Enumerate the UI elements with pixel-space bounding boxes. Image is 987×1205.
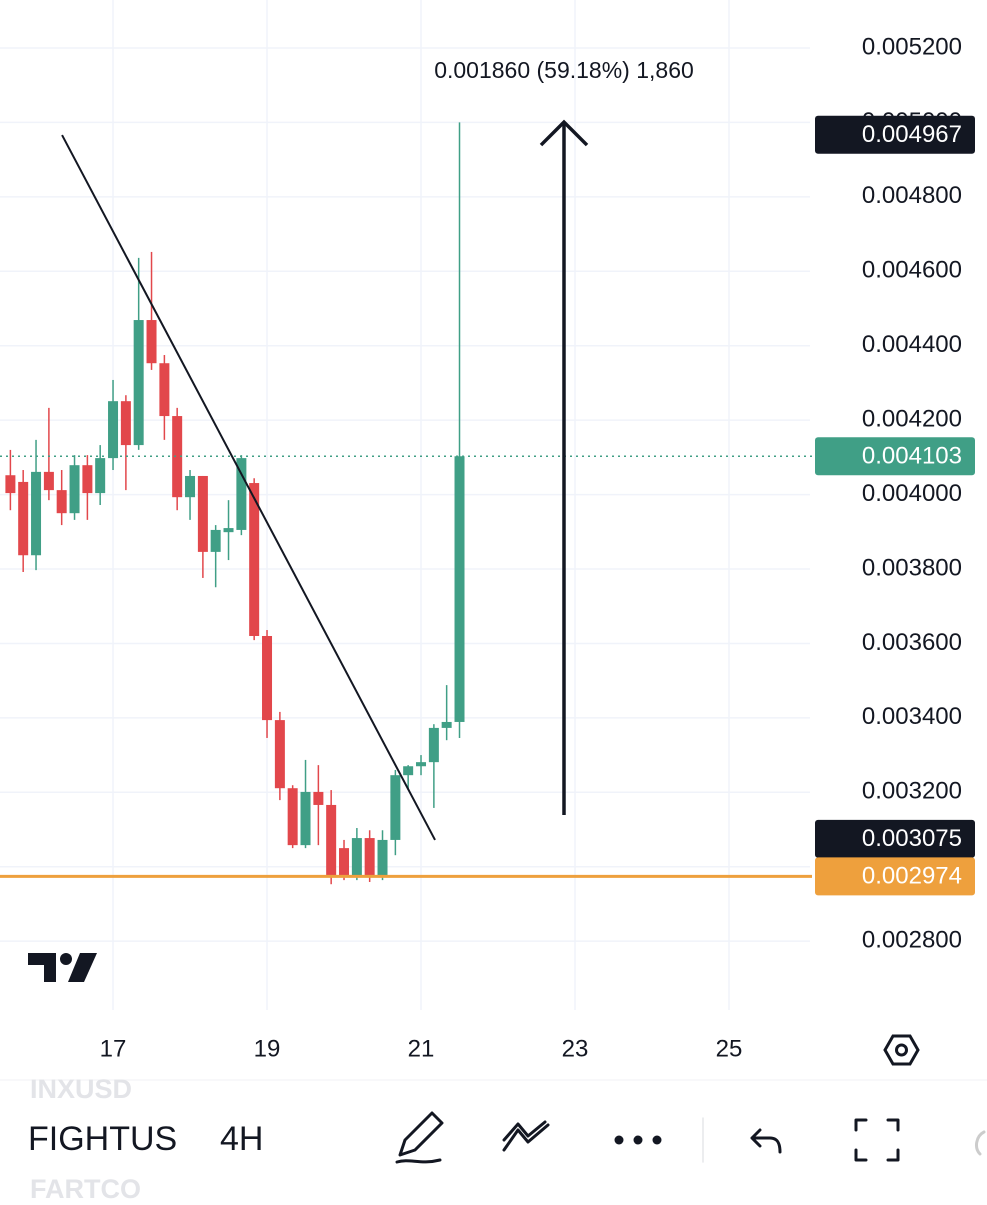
candle-body [377, 839, 388, 878]
y-tick-label: 0.004200 [862, 405, 962, 432]
candle-body [416, 762, 427, 767]
x-tick-label: 25 [716, 1035, 743, 1062]
logo-mark [28, 953, 56, 982]
candle-body [82, 465, 93, 494]
measure-label: 0.001860 (59.18%) 1,860 [434, 57, 694, 83]
candle-body [69, 465, 80, 514]
candle-body [454, 456, 465, 722]
more-button[interactable] [614, 1135, 662, 1145]
candle-body [390, 775, 401, 840]
y-tick-label: 0.003600 [862, 629, 962, 656]
symbol-list[interactable]: INXUSD FIGHTUS FARTCO [28, 1074, 177, 1200]
price-badge-label: 0.004967 [862, 121, 962, 148]
logo [28, 953, 97, 982]
candle-body [326, 804, 337, 878]
x-tick-label: 21 [408, 1035, 435, 1062]
y-tick-label: 0.004000 [862, 480, 962, 507]
y-tick-label: 0.004600 [862, 257, 962, 284]
candle-body [56, 490, 67, 514]
settings-center [895, 1043, 908, 1057]
candle-body [133, 320, 144, 446]
price-badge-label: 0.004103 [862, 443, 962, 470]
undo-button[interactable] [750, 1128, 782, 1154]
x-tick-label: 17 [100, 1035, 127, 1062]
price-badge-label: 0.003075 [862, 825, 962, 852]
measure-arrowhead [539, 119, 589, 147]
symbol-next: FARTCO [30, 1174, 141, 1200]
candle-body [5, 475, 16, 494]
y-tick-label: 0.004800 [862, 182, 962, 209]
axis: 0.0052000.0050000.0048000.0046000.004400… [100, 33, 975, 1062]
settings-button[interactable] [883, 1034, 920, 1066]
candle-body [223, 528, 234, 533]
y-tick-label: 0.002800 [862, 926, 962, 953]
more-cut-button[interactable] [975, 1130, 986, 1156]
candle-body [159, 363, 170, 417]
logo-slash [68, 953, 97, 982]
candle-body [287, 788, 298, 846]
dot [633, 1135, 643, 1145]
settings-hex [883, 1034, 920, 1066]
symbol-current: FIGHTUS [28, 1120, 177, 1158]
price-badge [815, 115, 975, 154]
dot [652, 1135, 662, 1145]
logo-dot [60, 953, 72, 965]
candle-body [351, 838, 362, 878]
price-badge [815, 857, 975, 896]
price-badge [815, 819, 975, 858]
y-tick-label: 0.005200 [862, 33, 962, 60]
candle-body [18, 481, 29, 556]
dot [614, 1135, 624, 1145]
candle-body [43, 471, 54, 491]
y-tick-label: 0.003200 [862, 778, 962, 805]
price-badge-label: 0.002974 [862, 863, 962, 890]
interval[interactable]: 4H [220, 1120, 263, 1158]
candle-body [185, 475, 196, 498]
candle-body [364, 838, 375, 878]
trendline [61, 134, 436, 841]
x-tick-label: 19 [254, 1035, 281, 1062]
candle-body [120, 401, 131, 446]
candle-body [236, 458, 247, 530]
candle-body [403, 766, 414, 776]
candle-body [300, 791, 311, 846]
candle-body [197, 475, 208, 552]
line-tool-button[interactable] [502, 1120, 550, 1152]
y-tick-label: 0.004400 [862, 331, 962, 358]
candle-body [313, 791, 324, 805]
x-tick-label: 23 [562, 1035, 589, 1062]
candle-body [95, 458, 106, 494]
candle-body [31, 471, 42, 556]
candle-body [339, 848, 350, 878]
candle-body [210, 529, 221, 552]
candle-body [249, 483, 260, 636]
price-badge [815, 437, 975, 476]
draw-button[interactable] [395, 1111, 444, 1164]
candle-body [441, 721, 452, 728]
fullscreen-button[interactable] [854, 1118, 900, 1162]
candle-body [108, 401, 119, 459]
candle-body [172, 416, 183, 498]
candle-body [146, 320, 157, 364]
candle-body [262, 635, 273, 721]
plot: 0.001860 (59.18%) 1,860 [0, 57, 812, 885]
symbol-prev: INXUSD [30, 1074, 132, 1104]
candle-body [274, 720, 285, 789]
y-tick-label: 0.003400 [862, 703, 962, 730]
y-tick-label: 0.003800 [862, 554, 962, 581]
candle-body [428, 727, 439, 763]
